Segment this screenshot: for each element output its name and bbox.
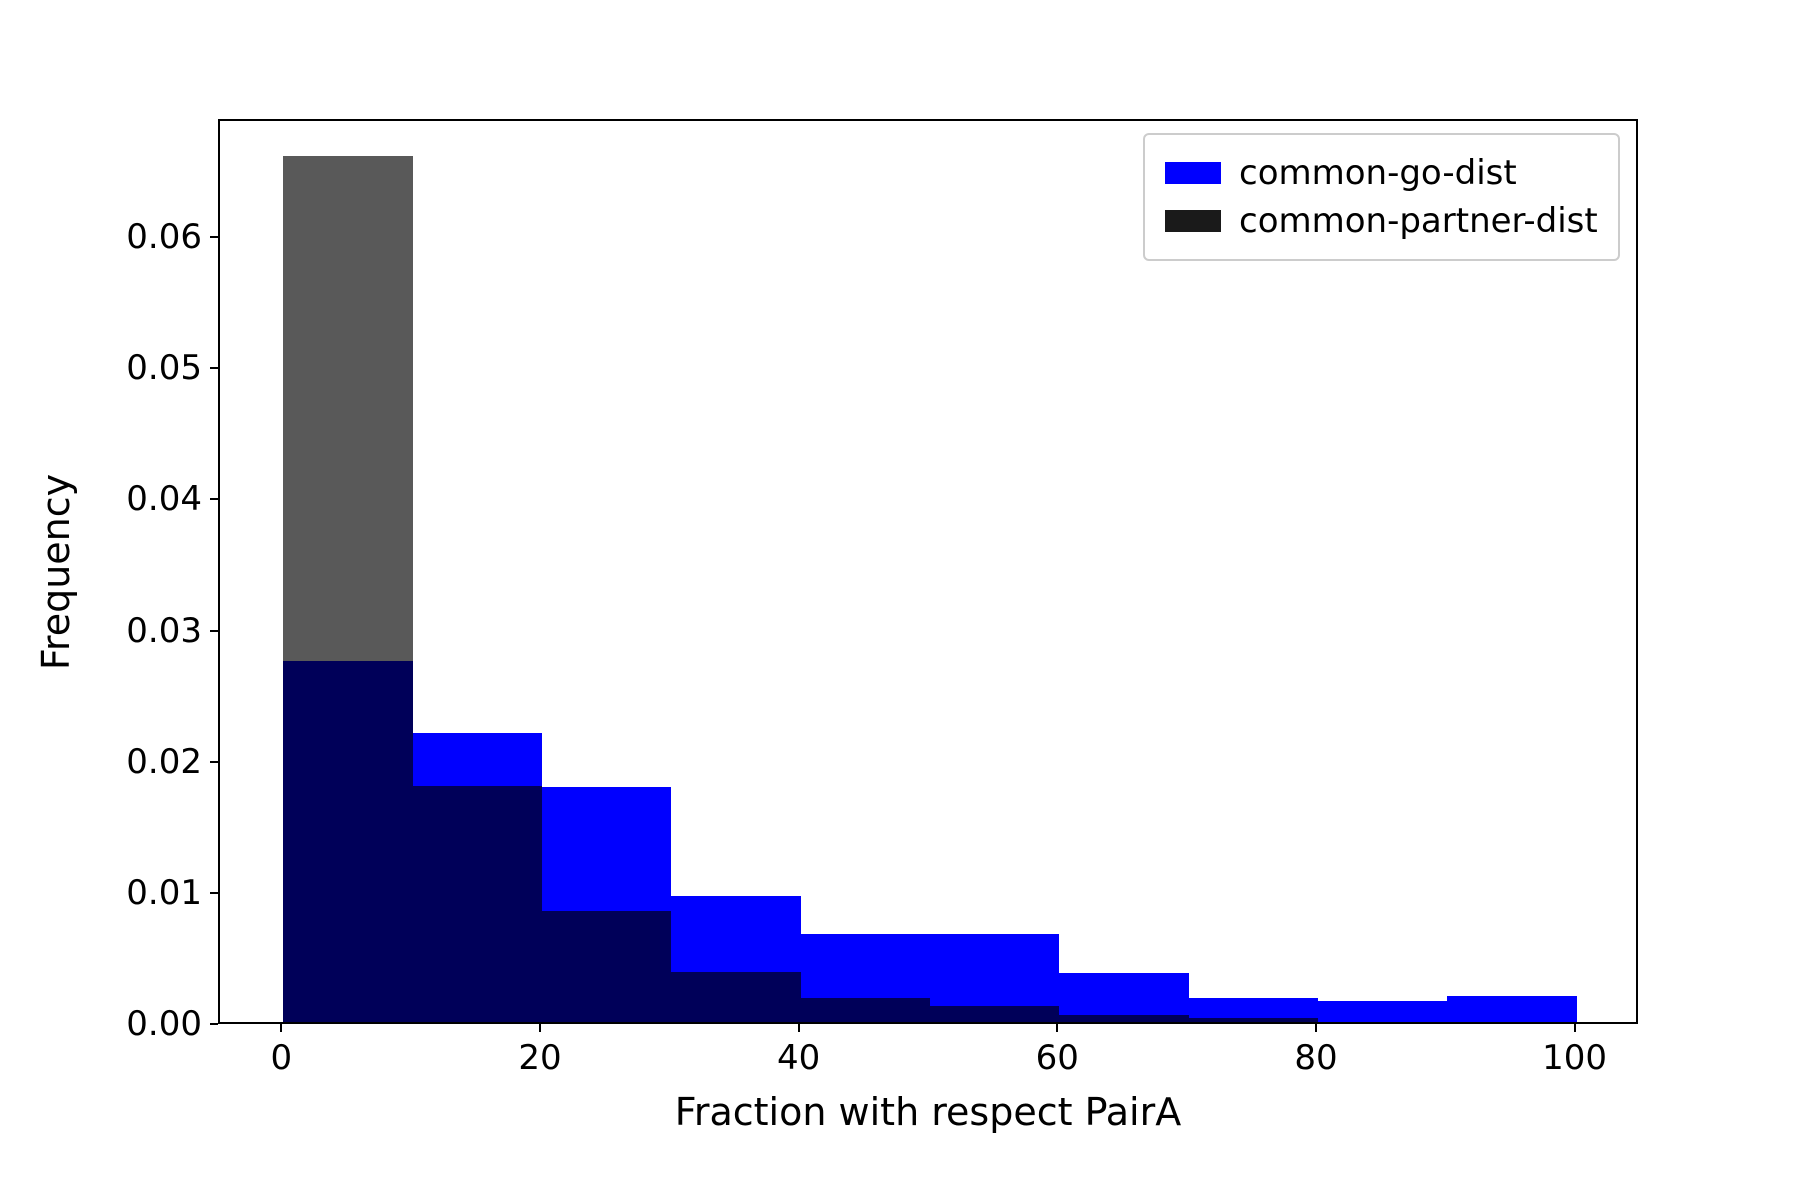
- bar-common-go-dist-8: [1318, 1001, 1447, 1022]
- ytick-mark: [210, 761, 218, 763]
- ytick-mark: [210, 367, 218, 369]
- ytick-label: 0.06: [126, 217, 202, 257]
- xtick-mark: [1574, 1024, 1576, 1032]
- ytick-label: 0.01: [126, 873, 202, 913]
- legend-swatch: [1165, 210, 1221, 232]
- xtick-label: 0: [271, 1038, 293, 1078]
- bar-common-partner-dist-2: [542, 911, 671, 1022]
- ytick-mark: [210, 236, 218, 238]
- legend-item: common-go-dist: [1165, 149, 1598, 197]
- bar-common-partner-dist-3: [671, 972, 800, 1022]
- bar-common-go-dist-9: [1447, 996, 1576, 1022]
- ytick-mark: [210, 1023, 218, 1025]
- xtick-mark: [1315, 1024, 1317, 1032]
- xtick-label: 40: [777, 1038, 820, 1078]
- y-axis-label: Frequency: [34, 473, 78, 669]
- legend-swatch: [1165, 162, 1221, 184]
- legend: common-go-dist common-partner-dist: [1143, 133, 1620, 261]
- x-axis-label: Fraction with respect PairA: [675, 1090, 1181, 1134]
- xtick-label: 60: [1036, 1038, 1079, 1078]
- ytick-label: 0.05: [126, 348, 202, 388]
- xtick-mark: [1056, 1024, 1058, 1032]
- legend-item: common-partner-dist: [1165, 197, 1598, 245]
- bar-common-partner-dist-4: [801, 998, 930, 1022]
- bar-common-partner-dist-6: [1059, 1015, 1188, 1022]
- legend-label: common-go-dist: [1239, 153, 1517, 193]
- ytick-mark: [210, 892, 218, 894]
- xtick-mark: [798, 1024, 800, 1032]
- bar-common-partner-dist-0: [283, 156, 412, 1022]
- xtick-label: 100: [1542, 1038, 1607, 1078]
- ytick-label: 0.00: [126, 1004, 202, 1044]
- ytick-mark: [210, 498, 218, 500]
- histogram-figure: 0 20 40 60 80 100 0.00 0.01 0.02 0.03 0.04 0.05 0.06…: [0, 0, 1800, 1200]
- xtick-mark: [539, 1024, 541, 1032]
- ytick-label: 0.03: [126, 611, 202, 651]
- xtick-mark: [280, 1024, 282, 1032]
- bar-common-partner-dist-7: [1189, 1018, 1318, 1022]
- ytick-mark: [210, 630, 218, 632]
- ytick-label: 0.02: [126, 742, 202, 782]
- bar-common-partner-dist-5: [930, 1006, 1059, 1022]
- bar-common-partner-dist-1: [413, 786, 542, 1022]
- ytick-label: 0.04: [126, 479, 202, 519]
- xtick-label: 80: [1294, 1038, 1337, 1078]
- legend-label: common-partner-dist: [1239, 201, 1598, 241]
- xtick-label: 20: [518, 1038, 561, 1078]
